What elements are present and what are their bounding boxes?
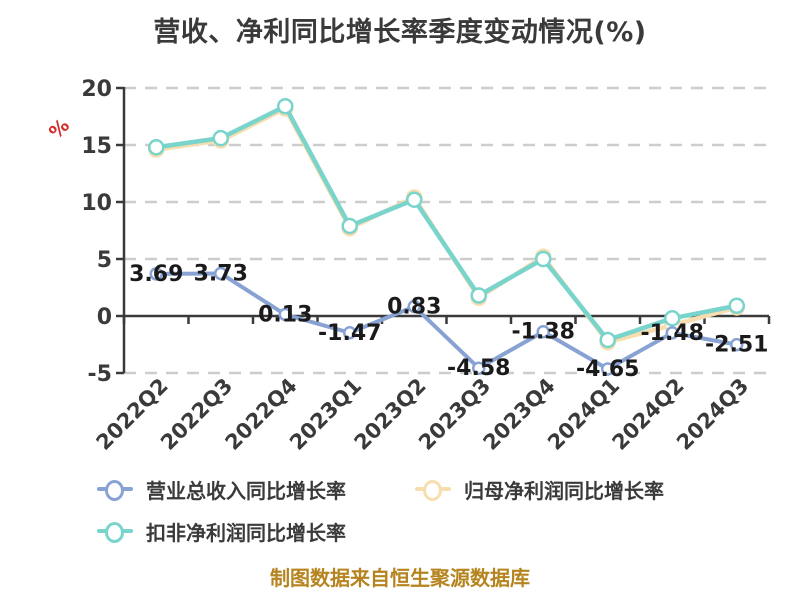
- data-point[interactable]: [536, 324, 550, 339]
- data-point[interactable]: [664, 310, 681, 327]
- y-axis-label: 15: [81, 134, 112, 159]
- legend-row-2: 扣非净利润同比增长率: [97, 514, 757, 548]
- chart-title: 营收、净利同比增长率季度变动情况(%): [153, 17, 647, 48]
- data-point[interactable]: [470, 287, 487, 304]
- data-point[interactable]: [277, 97, 294, 115]
- data-label: -4.65: [576, 357, 639, 382]
- data-point[interactable]: [212, 129, 229, 147]
- legend-dot: [105, 480, 124, 501]
- legend-dot: [105, 522, 124, 543]
- legend-item[interactable]: 营业总收入同比增长率: [97, 475, 415, 504]
- data-point[interactable]: [214, 266, 228, 281]
- y-axis-label: 20: [81, 77, 112, 102]
- data-point[interactable]: [730, 337, 744, 352]
- data-point[interactable]: [149, 267, 163, 281]
- data-source-note: 制图数据来自恒生聚源数据库: [270, 566, 530, 590]
- series-line-0: [154, 271, 739, 372]
- legend-line-circle-marker: [97, 522, 133, 543]
- data-point[interactable]: [728, 297, 745, 314]
- legend-label: 归母净利润同比增长率: [464, 478, 664, 503]
- legend-label: 营业总收入同比增长率: [146, 478, 346, 503]
- data-point[interactable]: [665, 326, 679, 340]
- data-point[interactable]: [407, 299, 421, 314]
- legend-row-1: 营业总收入同比增长率 归母净利润同比增长率: [97, 472, 757, 506]
- data-label: -2.51: [705, 333, 768, 358]
- x-axis-label: 2024Q3: [672, 374, 753, 455]
- legend-line-circle-marker: [415, 480, 451, 501]
- data-label: 0.13: [258, 303, 312, 328]
- y-axis-label: 5: [97, 248, 112, 273]
- data-point[interactable]: [341, 217, 358, 235]
- data-label: -1.47: [318, 321, 381, 346]
- data-label: -1.38: [512, 320, 575, 345]
- y-axis-label: 0: [97, 305, 112, 330]
- data-label: 3.69: [129, 262, 183, 287]
- line-chart-canvas: 20151050-52022Q22022Q32022Q42023Q12023Q2…: [81, 77, 771, 455]
- y-axis-label: 10: [81, 191, 112, 216]
- legend-label: 扣非净利润同比增长率: [146, 520, 346, 545]
- data-label: 3.73: [194, 261, 248, 286]
- data-label: 0.83: [387, 295, 441, 320]
- legend-line-circle-marker: [97, 480, 133, 501]
- data-point[interactable]: [472, 361, 486, 375]
- series-line-2: [154, 103, 739, 343]
- data-point[interactable]: [148, 139, 165, 156]
- legend-item[interactable]: 归母净利润同比增长率: [415, 475, 664, 504]
- chart-legend: 营业总收入同比增长率 归母净利润同比增长率 扣非净利润同比增长率: [97, 472, 757, 556]
- legend-item[interactable]: 扣非净利润同比增长率: [97, 517, 346, 546]
- data-point[interactable]: [406, 191, 423, 208]
- data-label: -1.48: [641, 321, 704, 346]
- data-point[interactable]: [343, 326, 357, 340]
- data-point[interactable]: [278, 307, 292, 322]
- data-point[interactable]: [601, 362, 615, 376]
- data-point[interactable]: [535, 250, 552, 268]
- data-label: -4.58: [447, 356, 510, 381]
- series-line-1: [154, 106, 739, 345]
- legend-dot: [423, 480, 442, 501]
- data-point[interactable]: [599, 331, 616, 349]
- y-axis-label: -5: [88, 362, 112, 387]
